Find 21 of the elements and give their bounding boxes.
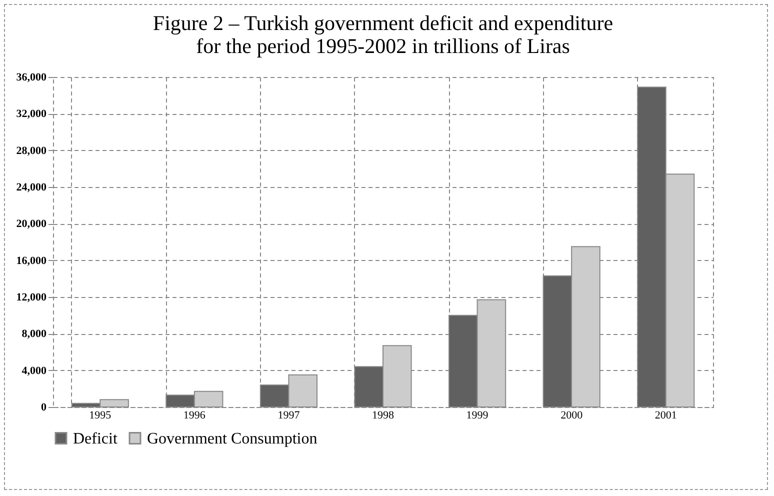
y-tick-label: 16,000 bbox=[16, 254, 47, 267]
legend-label: Deficit bbox=[73, 430, 118, 448]
text: Figure 2 – Turkish government deficit and expenditure bbox=[152, 11, 614, 35]
x-tick-label: 1998 bbox=[372, 410, 394, 422]
legend-label: Government Consumption bbox=[147, 430, 318, 448]
y-tick-label: 36,000 bbox=[16, 72, 47, 84]
y-tick-label: 12,000 bbox=[16, 292, 47, 304]
y-tick-label: 32,000 bbox=[16, 108, 47, 120]
x-tick-label: 2000 bbox=[560, 410, 584, 422]
y-tick-label: 8,000 bbox=[22, 328, 47, 340]
y-tick-label: 0 bbox=[41, 402, 47, 414]
y-tick-label: 24,000 bbox=[16, 182, 47, 194]
x-tick-label: 2001 bbox=[654, 410, 677, 422]
y-tick-label: 20,000 bbox=[16, 218, 47, 230]
text: for the period 1995-2002 in trillions of Liras bbox=[196, 34, 570, 58]
y-tick-label: 28,000 bbox=[16, 144, 47, 157]
y-tick-label: 4,000 bbox=[22, 364, 47, 377]
x-tick-label: 1995 bbox=[89, 410, 112, 422]
x-tick-label: 1997 bbox=[278, 410, 300, 422]
x-tick-label: 1996 bbox=[183, 410, 206, 422]
x-tick-label: 1999 bbox=[466, 410, 489, 422]
